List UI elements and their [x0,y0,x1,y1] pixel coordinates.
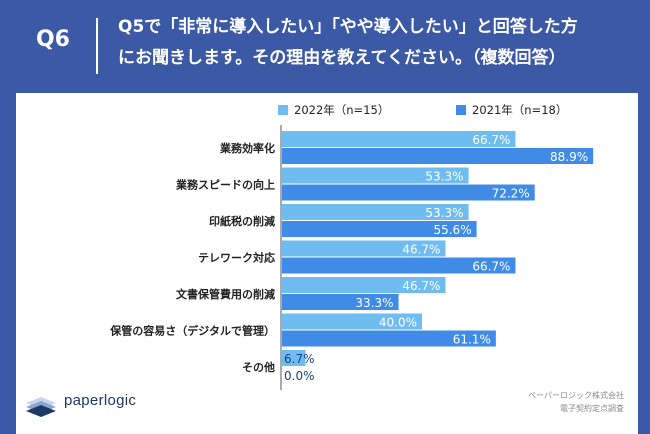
source-credit: ペーパーロジック株式会社 電子契約定点調査 [528,389,624,415]
data-label-s1-c4: 46.7% [402,243,440,257]
bar-s2-c4 [282,257,516,274]
category-label-6: 保管の容易さ（デジタルで管理） [109,324,275,338]
logo-text: paperlogic [64,392,137,409]
category-label-7: その他 [242,360,275,374]
category-label-5: 文書保管費用の削減 [176,287,275,301]
data-label-s2-c6: 61.1% [453,333,491,347]
legend-label-1: 2022年（n=15） [294,103,389,117]
bar-s2-c3 [282,221,477,237]
source-line-2: 電子契約定点調査 [560,404,624,413]
data-label-s2-c3: 55.6% [433,223,471,237]
bar-s1-c1 [282,131,516,147]
bar-s1-c3 [282,204,469,220]
header-divider [96,18,98,74]
data-label-s1-c2: 53.3% [425,170,463,184]
paperlogic-logo: paperlogic [24,389,164,419]
bar-s2-c6 [282,330,496,347]
data-label-s2-c2: 72.2% [492,187,530,201]
bar-chart: 2022年（n=15） 2021年（n=18） 業務効率化 66.7% 88.9% 業務ス… [109,103,594,390]
legend-swatch-2 [456,105,466,115]
header: Q6 Q5で「非常に導入したい」「やや導入したい」と回答した方 にお聞きします。… [0,0,650,88]
bar-s2-c1 [282,148,594,164]
data-label-s1-c7: 6.7% [284,352,315,366]
bar-s2-c2 [282,184,535,201]
question-line-2: にお聞きします。その理由を教えてください。（複数回答） [118,48,566,68]
bar-s1-c2 [282,167,469,184]
data-label-s2-c1: 88.9% [550,150,588,164]
bar-s1-c7 [282,350,306,366]
chart-panel: 2022年（n=15） 2021年（n=18） 業務効率化 66.7% 88.9% 業務ス… [16,93,638,434]
source-line-1: ペーパーロジック株式会社 [528,391,624,400]
category-label-4: テレワーク対応 [198,251,275,265]
data-label-s1-c6: 40.0% [379,316,417,330]
paperlogic-logo-icon [26,397,56,417]
category-label-2: 業務スピードの向上 [175,178,275,192]
legend-swatch-1 [278,105,288,115]
category-label-3: 印紙税の削減 [209,214,275,228]
bar-s1-c6 [282,313,422,330]
question-line-1: Q5で「非常に導入したい」「やや導入したい」と回答した方 [118,17,578,37]
category-label-1: 業務効率化 [219,141,275,155]
data-label-s2-c7: 0.0% [284,369,315,383]
bar-s2-c5 [282,294,399,310]
bar-s1-c4 [282,240,446,257]
question-text: Q5で「非常に導入したい」「やや導入したい」と回答した方 にお聞きします。その理… [118,12,638,74]
data-label-s2-c4: 66.7% [472,260,510,274]
legend-label-2: 2021年（n=18） [472,103,567,117]
data-label-s1-c3: 53.3% [425,206,463,220]
data-label-s2-c5: 33.3% [355,296,393,310]
bar-s1-c5 [282,277,446,293]
data-label-s1-c1: 66.7% [472,133,510,147]
data-label-s1-c5: 46.7% [402,279,440,293]
question-number: Q6 [35,27,70,52]
